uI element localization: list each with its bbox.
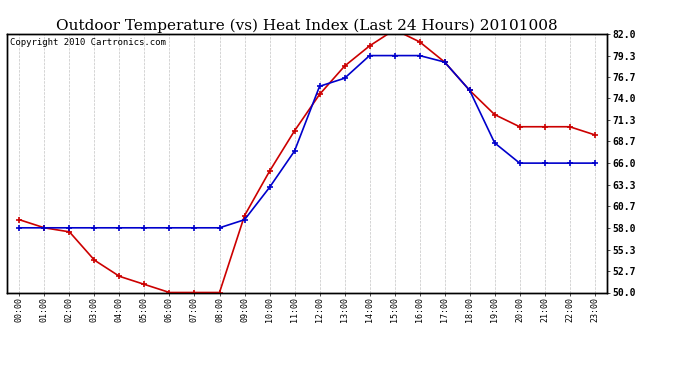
Text: Copyright 2010 Cartronics.com: Copyright 2010 Cartronics.com	[10, 38, 166, 46]
Title: Outdoor Temperature (vs) Heat Index (Last 24 Hours) 20101008: Outdoor Temperature (vs) Heat Index (Las…	[57, 18, 558, 33]
